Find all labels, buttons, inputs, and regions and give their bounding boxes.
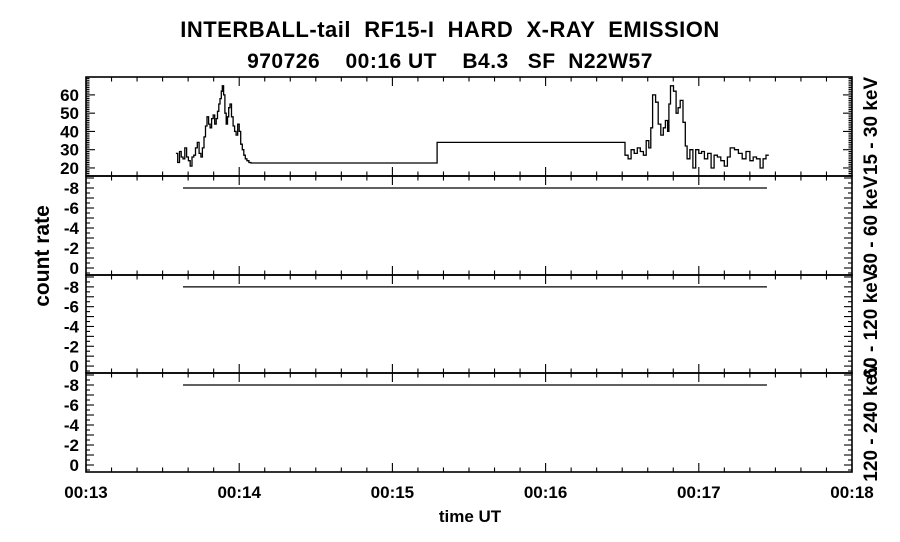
- panel-120-240-kev: -8-6-4-20: [64, 372, 853, 475]
- tick-label: -4: [64, 317, 80, 336]
- tick-label: -4: [64, 416, 80, 435]
- tick-label: -6: [64, 298, 79, 317]
- tick-label: 00:17: [677, 483, 720, 502]
- tick-label: -6: [64, 199, 79, 218]
- tick-label: 20: [60, 159, 79, 178]
- chart-subtitle: 970726 00:16 UT B4.3 SF N22W57: [247, 50, 653, 73]
- tick-label: -2: [64, 239, 79, 258]
- tick-label: -8: [64, 376, 79, 395]
- tick-label: -2: [64, 337, 79, 356]
- count-rate-trace: [175, 85, 769, 169]
- tick-label: 0: [70, 357, 79, 376]
- panel-60-120-kev: -8-6-4-20: [64, 274, 853, 376]
- band-label-120-240-kev: 120 - 240 keV: [861, 362, 882, 482]
- tick-label: -2: [64, 436, 79, 455]
- tick-label: 0: [70, 259, 79, 278]
- panel-30-60-kev: -8-6-4-20: [64, 175, 853, 278]
- tick-label: 0: [70, 456, 79, 475]
- tick-label: -8: [64, 179, 79, 198]
- tick-label: 50: [60, 104, 79, 123]
- x-axis-label: time UT: [438, 507, 502, 526]
- tick-label: -4: [64, 219, 80, 238]
- tick-label: 40: [60, 122, 79, 141]
- band-label-15-30-kev: 15 - 30 keV: [861, 76, 882, 176]
- tick-label: -8: [64, 278, 79, 297]
- tick-label: 00:16: [524, 483, 567, 502]
- x-tick-labels: 00:13 00:14 00:15 00:16 00:17 00:18: [64, 483, 873, 502]
- band-label-30-60-kev: 30 - 60 keV: [861, 175, 882, 275]
- tick-label: -6: [64, 396, 79, 415]
- tick-label: 00:15: [371, 483, 414, 502]
- tick-label: 60: [60, 86, 79, 105]
- tick-label: 00:13: [64, 483, 107, 502]
- chart-title: INTERBALL-tail RF15-I HARD X-RAY EMISSIO…: [180, 17, 720, 42]
- tick-label: 30: [60, 141, 79, 160]
- tick-label: 00:18: [830, 483, 873, 502]
- tick-label: 00:14: [217, 483, 261, 502]
